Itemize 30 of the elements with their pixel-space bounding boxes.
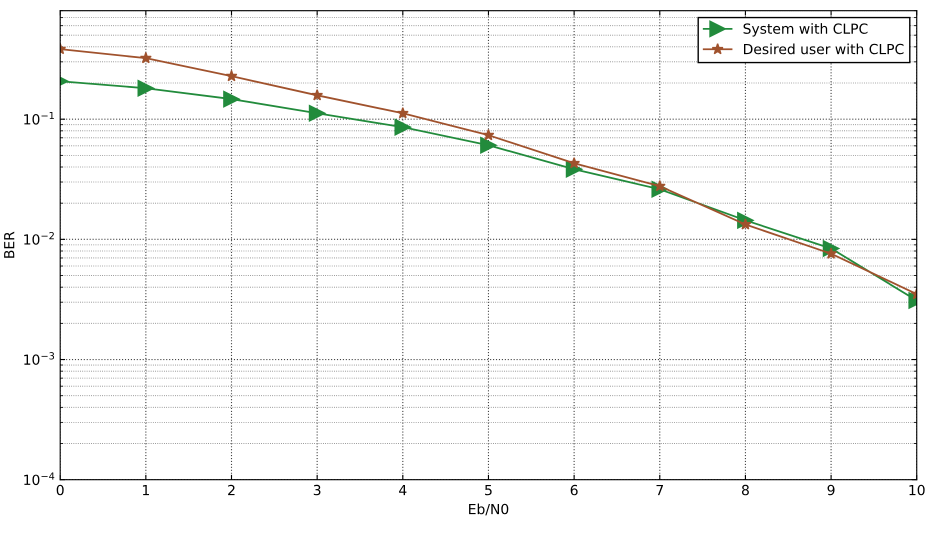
point [226, 70, 238, 82]
point [396, 107, 409, 118]
x-tick-label: 8 [742, 484, 749, 496]
x-tick-label: 2 [228, 484, 235, 496]
y-tick-label: 10$^{−1}$ [24, 112, 54, 125]
x-tick-label: 1 [142, 484, 149, 496]
x-tick-label: 9 [828, 484, 835, 496]
y-tick-label: 10$^{−3}$ [24, 352, 54, 365]
point [308, 104, 326, 122]
point [311, 89, 324, 100]
y-axis-title: BER [4, 232, 14, 258]
point [140, 52, 152, 64]
x-tick-label: 7 [656, 484, 664, 496]
x-tick-label: 3 [314, 484, 320, 496]
x-tick-label: 0 [56, 484, 64, 496]
x-tick-label: 5 [485, 484, 492, 496]
point [482, 128, 494, 140]
y-tick-label: 10$^{−4}$ [24, 472, 54, 486]
x-tick-label: 10 [909, 484, 925, 496]
point [568, 156, 580, 168]
x-tick-label: 4 [399, 484, 406, 496]
y-tick-label: 10$^{−2}$ [24, 232, 54, 245]
point [138, 80, 154, 97]
legend-label: System with CLPC [744, 23, 868, 37]
point [480, 136, 497, 154]
point [223, 90, 240, 108]
point [394, 118, 412, 136]
x-axis-title: Eb/N0 [469, 504, 508, 516]
legend-label: Desired user with CLPC [744, 44, 904, 54]
x-tick-label: 6 [570, 484, 578, 496]
